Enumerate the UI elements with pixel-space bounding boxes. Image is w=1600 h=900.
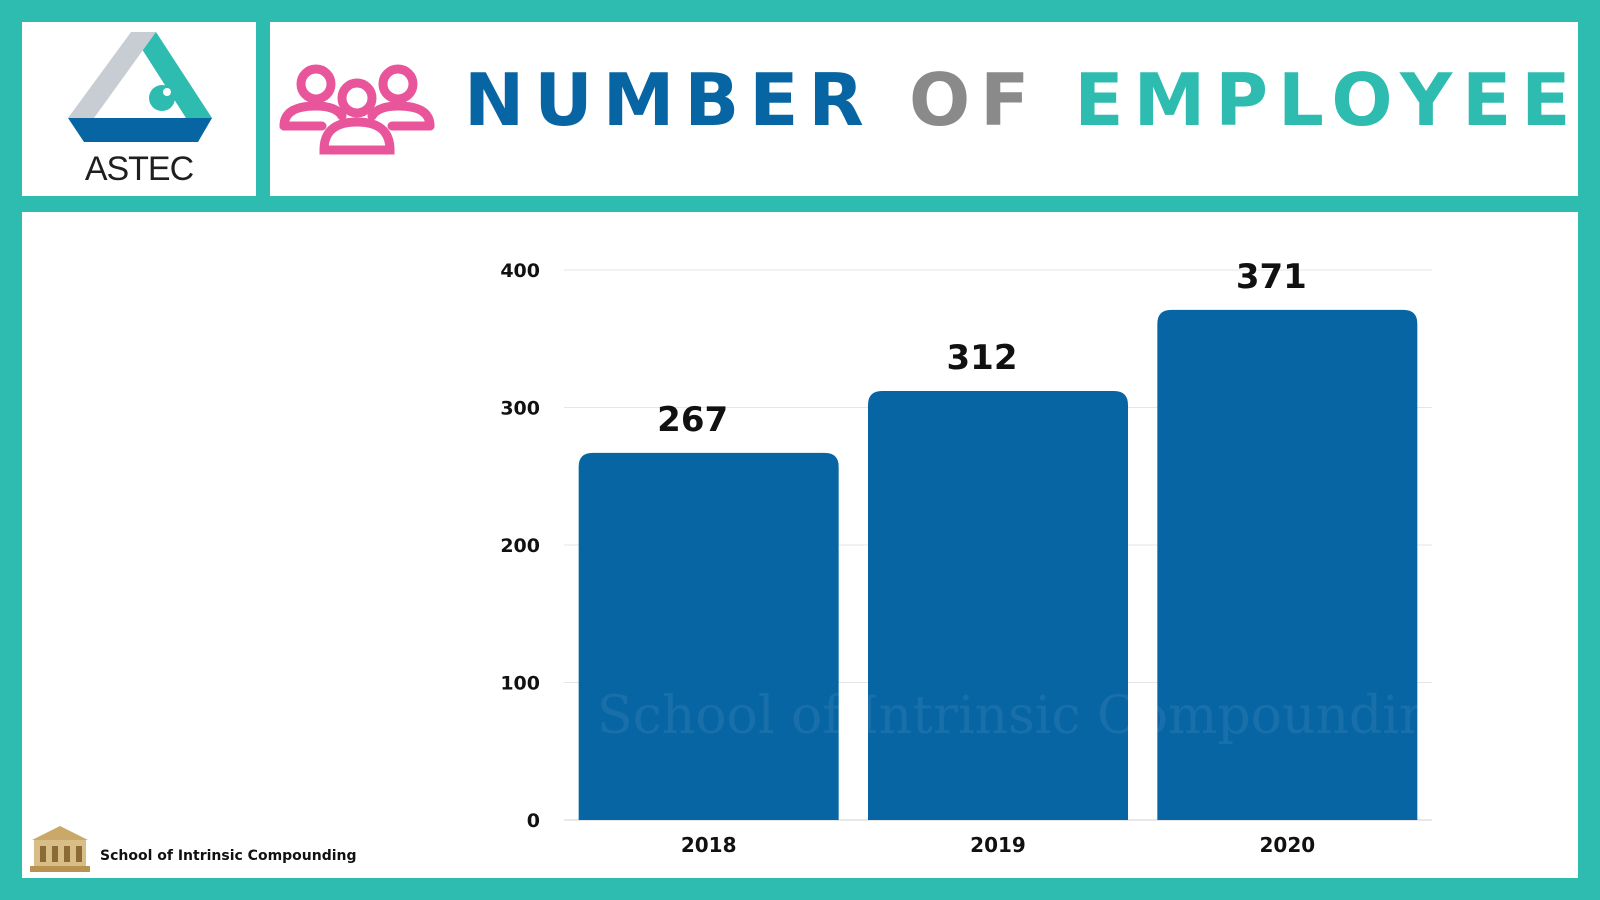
page-title: NUMBER OF EMPLOYEES xyxy=(464,64,1600,136)
footer-brand-text: School of Intrinsic Compounding xyxy=(100,848,357,864)
astec-triangle-logo xyxy=(68,32,212,142)
x-tick-label: 2019 xyxy=(970,833,1026,857)
bar xyxy=(868,391,1128,820)
title-word-of: OF xyxy=(908,58,1040,142)
title-word-employees: EMPLOYEES xyxy=(1074,58,1600,142)
data-label: 371 xyxy=(1236,257,1307,297)
data-label: 312 xyxy=(947,338,1018,378)
y-tick-label: 300 xyxy=(500,398,540,420)
bar xyxy=(1157,309,1418,820)
watermark: School of Intrinsic Compounding xyxy=(597,686,1466,746)
logo-panel: ASTEC xyxy=(22,22,256,196)
y-tick-label: 100 xyxy=(500,673,540,695)
chart-panel: 0 100 200 300 400 267 2018 312 2019 371 2020 Schoo… xyxy=(22,212,1578,878)
bar xyxy=(578,452,839,820)
title-panel: NUMBER OF EMPLOYEES xyxy=(270,22,1600,196)
people-group-icon xyxy=(279,64,435,155)
x-tick-label: 2018 xyxy=(681,833,737,857)
x-tick-label: 2020 xyxy=(1259,833,1315,857)
y-tick-label: 0 xyxy=(527,810,540,832)
y-tick-label: 400 xyxy=(500,260,540,282)
bank-building-icon xyxy=(30,826,90,872)
data-label: 267 xyxy=(657,400,728,440)
logo-text: ASTEC xyxy=(84,150,194,188)
title-word-number: NUMBER xyxy=(464,58,874,142)
y-tick-label: 200 xyxy=(500,535,540,557)
bar-chart: 0 100 200 300 400 267 2018 312 2019 371 2020 xyxy=(500,257,1432,857)
